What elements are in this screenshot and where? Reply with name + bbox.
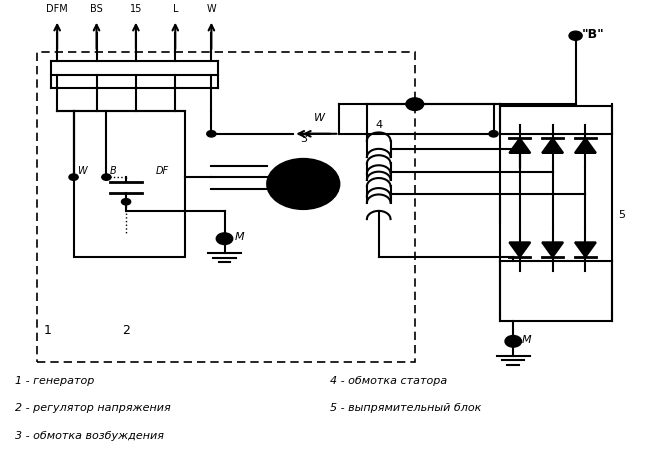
Text: M: M [522,334,531,344]
Circle shape [489,131,498,138]
Text: W: W [314,113,325,123]
Text: 4: 4 [375,120,382,130]
Text: W: W [206,4,216,14]
Circle shape [569,32,582,41]
Text: 2: 2 [122,324,130,336]
Text: 1: 1 [43,324,51,336]
Text: "B": "B" [582,28,605,41]
Text: L: L [173,4,178,14]
Text: BS: BS [90,4,103,14]
Polygon shape [542,139,563,154]
Circle shape [207,131,216,138]
Text: M: M [235,232,244,242]
Text: 1 - генератор: 1 - генератор [14,375,94,385]
Text: 4 - обмотка статора: 4 - обмотка статора [330,375,447,385]
Text: 15: 15 [130,4,142,14]
Text: B: B [109,166,117,175]
Text: 3 - обмотка возбуждения: 3 - обмотка возбуждения [14,430,163,440]
Circle shape [267,160,339,210]
Polygon shape [575,139,596,154]
Circle shape [217,234,233,245]
Polygon shape [575,243,596,257]
Text: DF: DF [156,166,169,175]
Polygon shape [509,139,530,154]
Circle shape [505,336,521,347]
Circle shape [69,174,78,181]
Polygon shape [509,243,530,257]
Text: W: W [77,166,86,175]
Text: 5 - выпрямительный блок: 5 - выпрямительный блок [330,403,481,413]
Text: 5: 5 [618,209,625,219]
Circle shape [101,174,111,181]
Circle shape [121,199,130,206]
Text: 2 - регулятор напряжения: 2 - регулятор напряжения [14,403,170,413]
Circle shape [407,99,423,111]
Text: 3: 3 [300,134,306,144]
Text: DFM: DFM [46,4,68,14]
Polygon shape [542,243,563,257]
